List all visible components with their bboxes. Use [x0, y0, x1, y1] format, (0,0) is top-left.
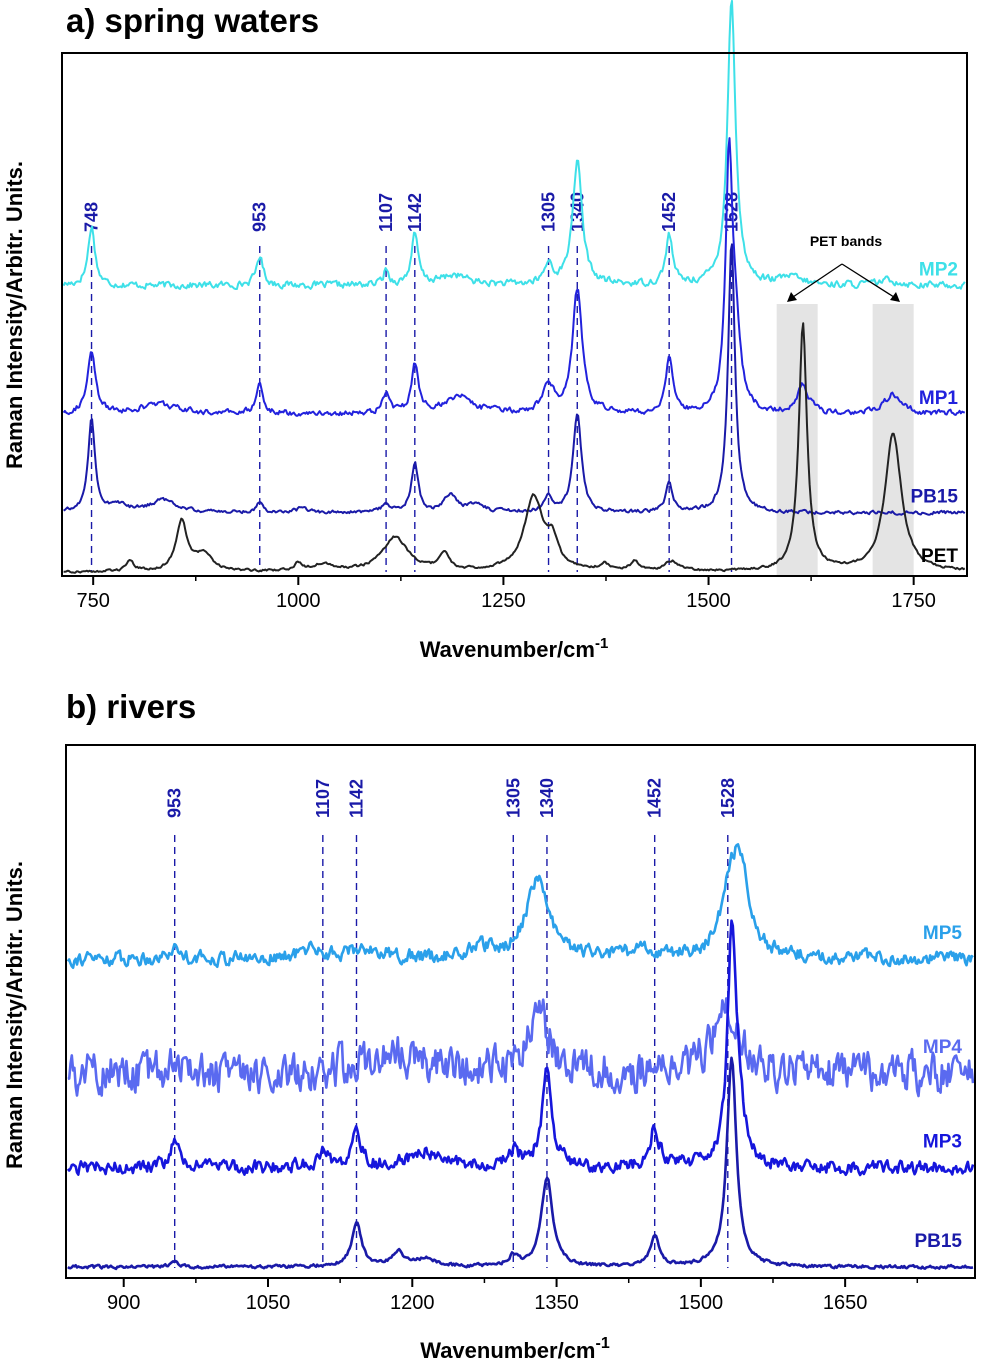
x-tick-label-1050: 1050: [246, 1292, 291, 1314]
pet-bands-arrow-right: [841, 263, 898, 300]
panel-a-title: a) spring waters: [66, 2, 319, 39]
peak-label-1305: 1305: [503, 778, 523, 818]
series-mp3-line: [66, 919, 975, 1177]
panel-a-plot-frame: [61, 52, 968, 577]
x-tick-label-1200: 1200: [390, 1292, 435, 1314]
panel-b-ylabel: Raman Intensity/Arbitr. Units.: [2, 861, 27, 1169]
panel-a: a) spring waters Raman Intensity/Arbitr.…: [2, 0, 968, 662]
panel-a-xlabel: Wavenumber/cm-1: [420, 635, 609, 662]
x-tick-label-900: 900: [107, 1292, 140, 1314]
x-tick-label-1500: 1500: [686, 590, 731, 612]
panel-a-pet-bands: [776, 304, 914, 576]
series-mp1-line: [62, 137, 965, 417]
series-mp4-line: [67, 997, 975, 1098]
panel-b-title: b) rivers: [66, 688, 196, 725]
panel-b-xlabel-text: Wavenumber/cm: [420, 1338, 595, 1363]
series-mp5-label: MP5: [923, 923, 963, 944]
peak-label-1107: 1107: [376, 193, 396, 232]
peak-label-748: 748: [82, 202, 102, 232]
panel-a-x-axis: 750 1000 1250 1500 1750: [76, 576, 936, 612]
panel-a-ylabel: Raman Intensity/Arbitr. Units.: [2, 161, 27, 469]
x-tick-label-1500: 1500: [679, 1292, 724, 1314]
panel-a-series: MP2 MP1 PB15 PET: [62, 0, 966, 574]
series-mp1-label: MP1: [919, 388, 959, 409]
peak-label-1340: 1340: [537, 778, 557, 818]
panel-b-peak-markers: 953 1107 1142 1305 1340 1452 1528: [165, 778, 738, 1268]
pet-bands-arrow-right-head: [890, 292, 900, 302]
panel-b-plot-frame: [65, 744, 976, 1279]
peak-label-1452: 1452: [645, 778, 665, 818]
peak-label-1305: 1305: [539, 192, 559, 232]
panel-b: b) rivers Raman Intensity/Arbitr. Units.…: [2, 688, 976, 1363]
peak-label-1452: 1452: [659, 192, 679, 232]
x-tick-label-1350: 1350: [534, 1292, 579, 1314]
x-tick-label-750: 750: [76, 590, 109, 612]
series-pb15-line: [67, 1056, 974, 1271]
pet-bands-arrow-left-head: [787, 292, 797, 302]
series-mp2-line: [62, 0, 966, 290]
panel-b-series: MP5 MP4 MP3 PB15: [66, 843, 975, 1271]
pet-bands-annotation: PET bands: [810, 233, 883, 249]
series-mp3-label: MP3: [923, 1132, 962, 1153]
pet-band-0: [776, 304, 818, 576]
x-tick-label-1650: 1650: [823, 1292, 868, 1314]
peak-label-1528: 1528: [718, 778, 738, 818]
panel-a-xlabel-text: Wavenumber/cm: [420, 637, 595, 662]
panel-a-xlabel-sup: -1: [595, 635, 608, 652]
panel-b-xlabel-sup: -1: [596, 1335, 610, 1352]
series-mp4-label: MP4: [923, 1037, 963, 1058]
panel-b-xlabel: Wavenumber/cm-1: [420, 1335, 610, 1363]
panel-b-x-axis: 900 1050 1200 1350 1500 1650: [107, 1278, 919, 1314]
peak-label-1142: 1142: [346, 779, 366, 818]
x-tick-label-1250: 1250: [481, 590, 526, 612]
series-mp2-label: MP2: [919, 259, 958, 280]
series-pet-label: PET: [921, 546, 958, 567]
peak-label-1142: 1142: [405, 193, 425, 232]
pet-band-1: [872, 304, 914, 576]
x-tick-label-1000: 1000: [276, 590, 321, 612]
x-tick-label-1750: 1750: [891, 590, 936, 612]
series-pb15-label: PB15: [914, 1231, 962, 1252]
peak-label-953: 953: [250, 202, 270, 232]
peak-label-953: 953: [165, 788, 185, 818]
pet-bands-arrow-left: [789, 263, 843, 300]
series-pet-line: [63, 322, 966, 574]
peak-label-1107: 1107: [313, 779, 333, 818]
series-mp5-line: [66, 843, 974, 970]
series-pb15-line: [63, 243, 966, 516]
series-pb15-label: PB15: [910, 487, 958, 508]
